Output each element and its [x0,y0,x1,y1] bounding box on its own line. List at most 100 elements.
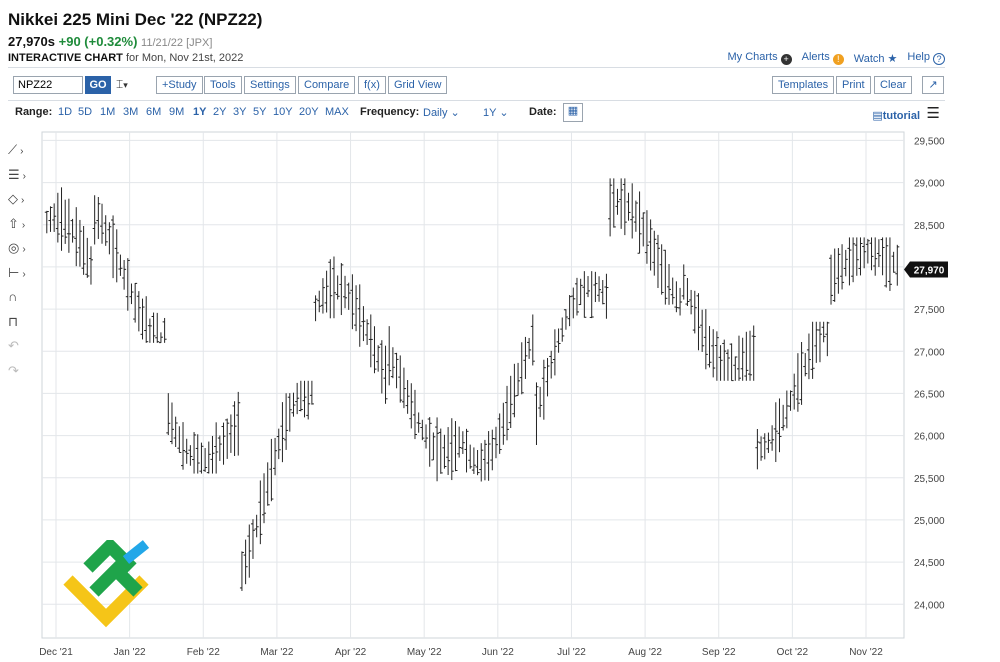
expand-icon[interactable]: ↗ [922,76,944,94]
go-button[interactable]: GO [85,76,111,94]
range-9m[interactable]: 9M [169,106,185,118]
watch-link[interactable]: Watch ★ [854,52,898,65]
ohlc-bar [571,287,576,319]
ohlc-bar [751,325,756,381]
range-5d[interactable]: 5D [78,106,93,118]
price-change: +90 (+0.32%) [58,34,138,49]
ohlc-bar [840,244,845,290]
grid-view-button[interactable]: Grid View [388,76,448,94]
chart-grid [41,131,905,639]
ohlc-bar [107,222,112,255]
measure-tool-icon[interactable]: ⊢ › [8,264,26,280]
ohlc-bar [309,380,314,405]
ohlc-bar [648,219,653,271]
ohlc-bar [181,422,186,470]
ohlc-bar [460,431,465,454]
divider [8,67,945,68]
ohlc-bar [707,326,712,368]
templates-button[interactable]: Templates [772,76,835,94]
range-6m[interactable]: 6M [146,106,162,118]
range-max[interactable]: MAX [325,106,349,118]
range-5y[interactable]: 5Y [253,106,267,118]
ohlc-bar [608,178,613,237]
menu-icon[interactable]: ☰ [926,105,940,122]
ohlc-bar [530,314,535,366]
ohlc-bar [615,188,620,215]
ohlc-bar [593,271,598,303]
ohlc-bar [313,295,318,322]
range-3m[interactable]: 3M [123,106,139,118]
ohlc-bar [825,321,830,357]
ohlc-bar [512,363,517,418]
range-10y[interactable]: 10Y [273,106,293,118]
calendar-icon[interactable]: ▦ [563,103,583,122]
symbol-input[interactable] [13,76,83,94]
tutorial-link[interactable]: ▤tutorial [872,109,920,122]
ohlc-bar [446,427,451,475]
ohlc-bar [66,198,71,253]
ohlc-bar [416,412,421,433]
undo-icon[interactable]: ↶ [8,338,19,353]
period-dropdown[interactable]: 1Y ⌄ [483,106,509,119]
fx-button[interactable]: f(x) [358,76,386,94]
circle-tool-icon[interactable]: ◎ › [8,240,26,255]
ohlc-bar [438,428,443,474]
ohlc-bar [851,237,856,283]
x-tick-label: Sep '22 [702,647,736,658]
ohlc-bar [420,419,425,441]
help-link[interactable]: Help? [907,51,945,65]
ohlc-bar [475,449,480,476]
ohlc-bar [424,424,429,449]
ohlc-bar [354,285,359,332]
ohlc-bar [891,251,896,273]
settings-button[interactable]: Settings [244,76,296,94]
ohlc-bar [401,367,406,409]
range-20y[interactable]: 20Y [299,106,319,118]
my-charts-link[interactable]: My Charts + [727,51,792,65]
ohlc-bar [759,436,764,461]
ohlc-bar [394,352,399,389]
ohlc-bar [295,382,300,415]
alerts-label: Alerts [801,51,830,63]
redo-icon[interactable]: ↷ [8,362,19,378]
range-3y[interactable]: 3Y [233,106,247,118]
ohlc-bar [725,349,730,381]
ohlc-bar [118,254,123,276]
chevron-down-icon: ⌄ [450,107,460,119]
tools-button[interactable]: Tools [204,76,242,94]
magnet-icon[interactable]: ∩ [8,289,18,304]
frequency-dropdown[interactable]: Daily ⌄ [423,106,460,119]
brand-logo [63,540,150,628]
shape-tool-icon[interactable]: ◇ › [8,191,25,206]
range-1d[interactable]: 1D [58,106,73,118]
ohlc-bar [586,276,591,298]
range-1m[interactable]: 1M [100,106,116,118]
print-button[interactable]: Print [836,76,871,94]
ohlc-bar [442,434,447,469]
study-button[interactable]: +Study [156,76,203,94]
chart-type-dropdown[interactable]: ⌶▾ [116,77,128,92]
alerts-link[interactable]: Alerts! [802,51,844,65]
range-2y[interactable]: 2Y [213,106,227,118]
ohlc-bar [70,218,75,243]
ohlc-bar [59,187,64,251]
ohlc-bar [817,321,822,363]
ohlc-bar [217,435,222,461]
compare-button[interactable]: Compare [298,76,356,94]
y-tick-label: 24,500 [914,558,945,569]
ohlc-bar [232,401,237,456]
line-tool-icon[interactable]: ⟋ › [8,142,24,157]
price-chart[interactable]: 24,000 24,500 25,000 25,500 26,000 26,500 27,0… [0,128,960,662]
ohlc-bar [335,275,340,300]
ohlc-bar [287,393,292,432]
top-links: My Charts + Alerts! Watch ★ Help? [727,51,945,65]
ohlc-bar [762,433,767,460]
clear-button[interactable]: Clear [874,76,913,94]
ohlc-bar [854,237,859,276]
chart-title: Nikkei 225 Mini Dec '22 (NPZ22) [8,10,263,29]
fibonacci-tool-icon[interactable]: ☰ › [8,166,26,182]
lock-icon[interactable]: ⊓ [8,313,19,329]
ohlc-bar [884,237,889,288]
range-1y[interactable]: 1Y [193,106,207,118]
arrow-tool-icon[interactable]: ⇧ › [8,215,26,231]
